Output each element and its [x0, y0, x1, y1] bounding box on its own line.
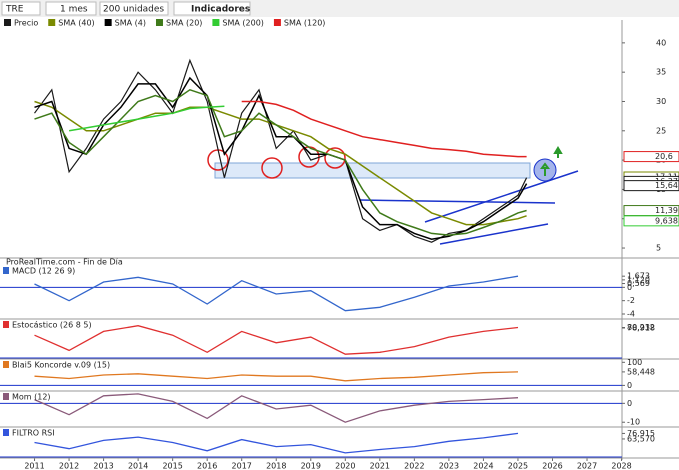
price-label-box — [623, 215, 679, 227]
indicator-line — [34, 275, 519, 312]
x-tick-label: 2020 — [335, 462, 355, 470]
x-tick-label: 2027 — [577, 462, 597, 470]
timeframe-box[interactable] — [45, 1, 97, 16]
panel-title: FILTRO RSI — [12, 429, 55, 438]
x-tick-label: 2014 — [128, 462, 148, 470]
circle-marker — [261, 157, 283, 179]
legend-swatch — [155, 19, 163, 26]
legend-swatch — [48, 19, 56, 26]
x-tick-label: 2011 — [24, 462, 44, 470]
legend-swatch — [104, 19, 112, 26]
price-label: 11,391 — [655, 206, 679, 215]
units-box[interactable] — [99, 1, 169, 16]
indicator-line — [34, 371, 519, 382]
x-tick-label: 2015 — [162, 462, 182, 470]
legend-label: SMA (40) — [58, 19, 94, 28]
x-tick-label: 2021 — [370, 462, 390, 470]
x-tick-label: 2017 — [232, 462, 252, 470]
up-arrow — [553, 146, 563, 158]
y-tick-label: 0,569 — [627, 279, 650, 288]
y-tick-label: 0 — [627, 381, 632, 390]
y-tick-label: 1,120 — [627, 275, 650, 284]
series-line — [34, 100, 527, 226]
units[interactable]: 200 unidades — [103, 5, 164, 15]
y-tick-label: 58,448 — [627, 367, 655, 376]
y-tick-label: 0 — [627, 283, 632, 292]
toolbar-bg — [0, 0, 679, 17]
price-label: 15,645 — [655, 181, 679, 190]
x-tick-label: 2018 — [266, 462, 286, 470]
legend-label: SMA (4) — [115, 19, 146, 28]
x-tick-label: 2013 — [93, 462, 113, 470]
up-arrow — [540, 162, 550, 176]
indicator-line — [34, 432, 519, 454]
source-label: ProRealTime.com - Fin de Día — [6, 258, 123, 267]
annotations — [207, 146, 579, 245]
x-tick-label: 2024 — [473, 462, 493, 470]
y-tick-label: 40 — [656, 38, 666, 47]
trend-line — [439, 223, 549, 245]
symbol[interactable]: TRE — [5, 5, 24, 15]
legend-label: SMA (20) — [166, 19, 202, 28]
y-tick-label: 76,915 — [627, 429, 655, 438]
y-tick-label: -10 — [627, 418, 640, 427]
y-tick-label: 1,673 — [627, 272, 650, 281]
x-tick-label: 2025 — [508, 462, 528, 470]
price-label-box — [623, 180, 679, 192]
y-tick-label: 63,570 — [627, 434, 655, 443]
price-label: 20,6 — [655, 152, 673, 161]
toolbar: TRE 1 mes 200 unidades Indicadores — [0, 0, 679, 17]
legend-swatch — [273, 19, 281, 26]
panel-title-bg — [3, 393, 9, 400]
y-tick-label: -4 — [627, 310, 635, 319]
price-label: 9,638 — [655, 216, 678, 225]
y-tick-label: 78,918 — [627, 324, 655, 333]
legend-swatch — [212, 19, 220, 26]
panel-title: MACD (12 26 9) — [12, 267, 75, 276]
price-label-box — [623, 151, 679, 163]
series-line — [241, 100, 527, 158]
panel-title-bg — [3, 267, 9, 274]
x-tick-label: 2023 — [439, 462, 459, 470]
x-tick-label: 2016 — [197, 462, 217, 470]
y-tick-label: 100 — [627, 358, 642, 367]
timeframe[interactable]: 1 mes — [60, 5, 88, 15]
x-tick-label: 2019 — [301, 462, 321, 470]
panel-title: Estocástico (26 8 5) — [12, 321, 92, 330]
indicators-box[interactable] — [173, 1, 251, 16]
x-tick-label: 2012 — [59, 462, 79, 470]
support-zone — [214, 162, 531, 179]
symbol-box[interactable] — [1, 1, 41, 16]
y-tick-label: 30 — [656, 97, 666, 106]
legend-label: Precio — [14, 19, 38, 28]
legend-swatch — [4, 19, 11, 26]
panel-title-bg — [3, 361, 9, 368]
panel-title: Mom (12) — [12, 393, 51, 402]
x-tick-label: 2026 — [542, 462, 562, 470]
panel-title: Blai5 Koncorde v.09 (15) — [12, 361, 110, 370]
panel-title-bg — [3, 429, 9, 436]
circle-marker — [324, 147, 346, 169]
series-line — [68, 105, 225, 132]
series-line — [34, 58, 528, 243]
y-tick-label: 35 — [656, 68, 666, 77]
y-tick-label: 5 — [656, 244, 661, 253]
legend-label: SMA (200) — [222, 19, 264, 28]
x-tick-label: 2022 — [404, 462, 424, 470]
trend-line — [424, 170, 579, 223]
y-tick-label: -2 — [627, 296, 635, 305]
y-tick-label: 0 — [627, 399, 632, 408]
y-tick-label: 80,232 — [627, 323, 655, 332]
legend-label: SMA (120) — [284, 19, 326, 28]
legend: Precio SMA (40) SMA (4) SMA (20) SMA (200) SM… — [4, 19, 325, 28]
indicator-line — [34, 393, 519, 423]
y-tick-label: 25 — [656, 126, 666, 135]
indicators[interactable]: Indicadores — [191, 5, 250, 15]
x-tick-label: 2028 — [611, 462, 631, 470]
panel-title-bg — [3, 321, 9, 328]
trend-line — [359, 199, 556, 204]
indicator-line — [34, 325, 519, 355]
